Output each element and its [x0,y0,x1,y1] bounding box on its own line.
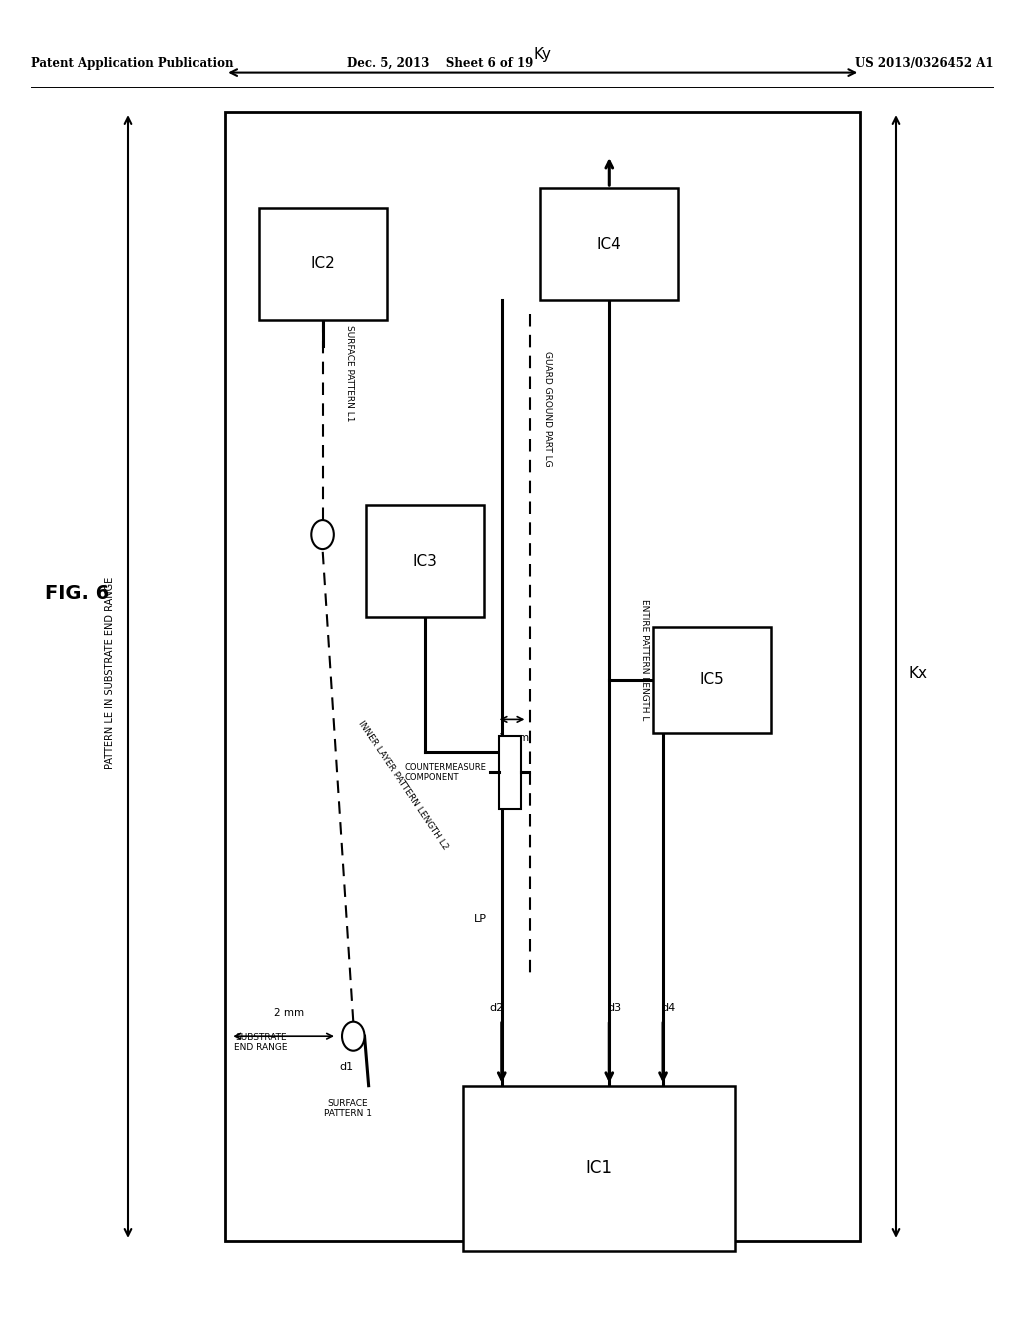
Text: SUBSTRATE
END RANGE: SUBSTRATE END RANGE [234,1034,288,1052]
Text: ENTIRE PATTERN LENGTH L: ENTIRE PATTERN LENGTH L [640,599,649,721]
Text: 2 mm: 2 mm [274,1007,304,1018]
Text: Dec. 5, 2013    Sheet 6 of 19: Dec. 5, 2013 Sheet 6 of 19 [347,57,534,70]
Text: d1: d1 [339,1063,353,1072]
Bar [499,737,521,808]
Bar [463,1085,735,1251]
Text: SURFACE
PATTERN 1: SURFACE PATTERN 1 [325,1100,372,1118]
Text: SURFACE PATTERN L1: SURFACE PATTERN L1 [345,325,354,421]
Bar [653,627,770,733]
Circle shape [342,1022,365,1051]
Text: 1 mm: 1 mm [500,733,529,743]
Text: IC4: IC4 [597,236,622,252]
Text: LP: LP [473,913,486,924]
Text: PATTERN LE IN SUBSTRATE END RANGE: PATTERN LE IN SUBSTRATE END RANGE [104,577,115,770]
Text: IC3: IC3 [413,553,437,569]
Text: Patent Application Publication: Patent Application Publication [31,57,233,70]
Bar [225,112,860,1241]
Bar [258,207,387,319]
Circle shape [311,520,334,549]
Text: Ky: Ky [534,48,552,62]
Text: d3: d3 [607,1003,622,1014]
Bar [541,189,678,301]
Text: FIG. 6: FIG. 6 [45,585,109,603]
Text: US 2013/0326452 A1: US 2013/0326452 A1 [855,57,993,70]
Text: IC1: IC1 [586,1159,612,1177]
Text: Kx: Kx [908,665,928,681]
Text: INNER LAYER PATTERN LENGTH L2: INNER LAYER PATTERN LENGTH L2 [356,719,450,851]
Text: d2: d2 [489,1003,504,1014]
Text: d4: d4 [662,1003,675,1014]
Text: COUNTERMEASURE
COMPONENT: COUNTERMEASURE COMPONENT [404,763,486,781]
Text: IC5: IC5 [699,672,724,688]
Bar [367,506,483,618]
Text: GUARD GROUND PART LG: GUARD GROUND PART LG [543,351,552,467]
Text: IC2: IC2 [310,256,335,272]
